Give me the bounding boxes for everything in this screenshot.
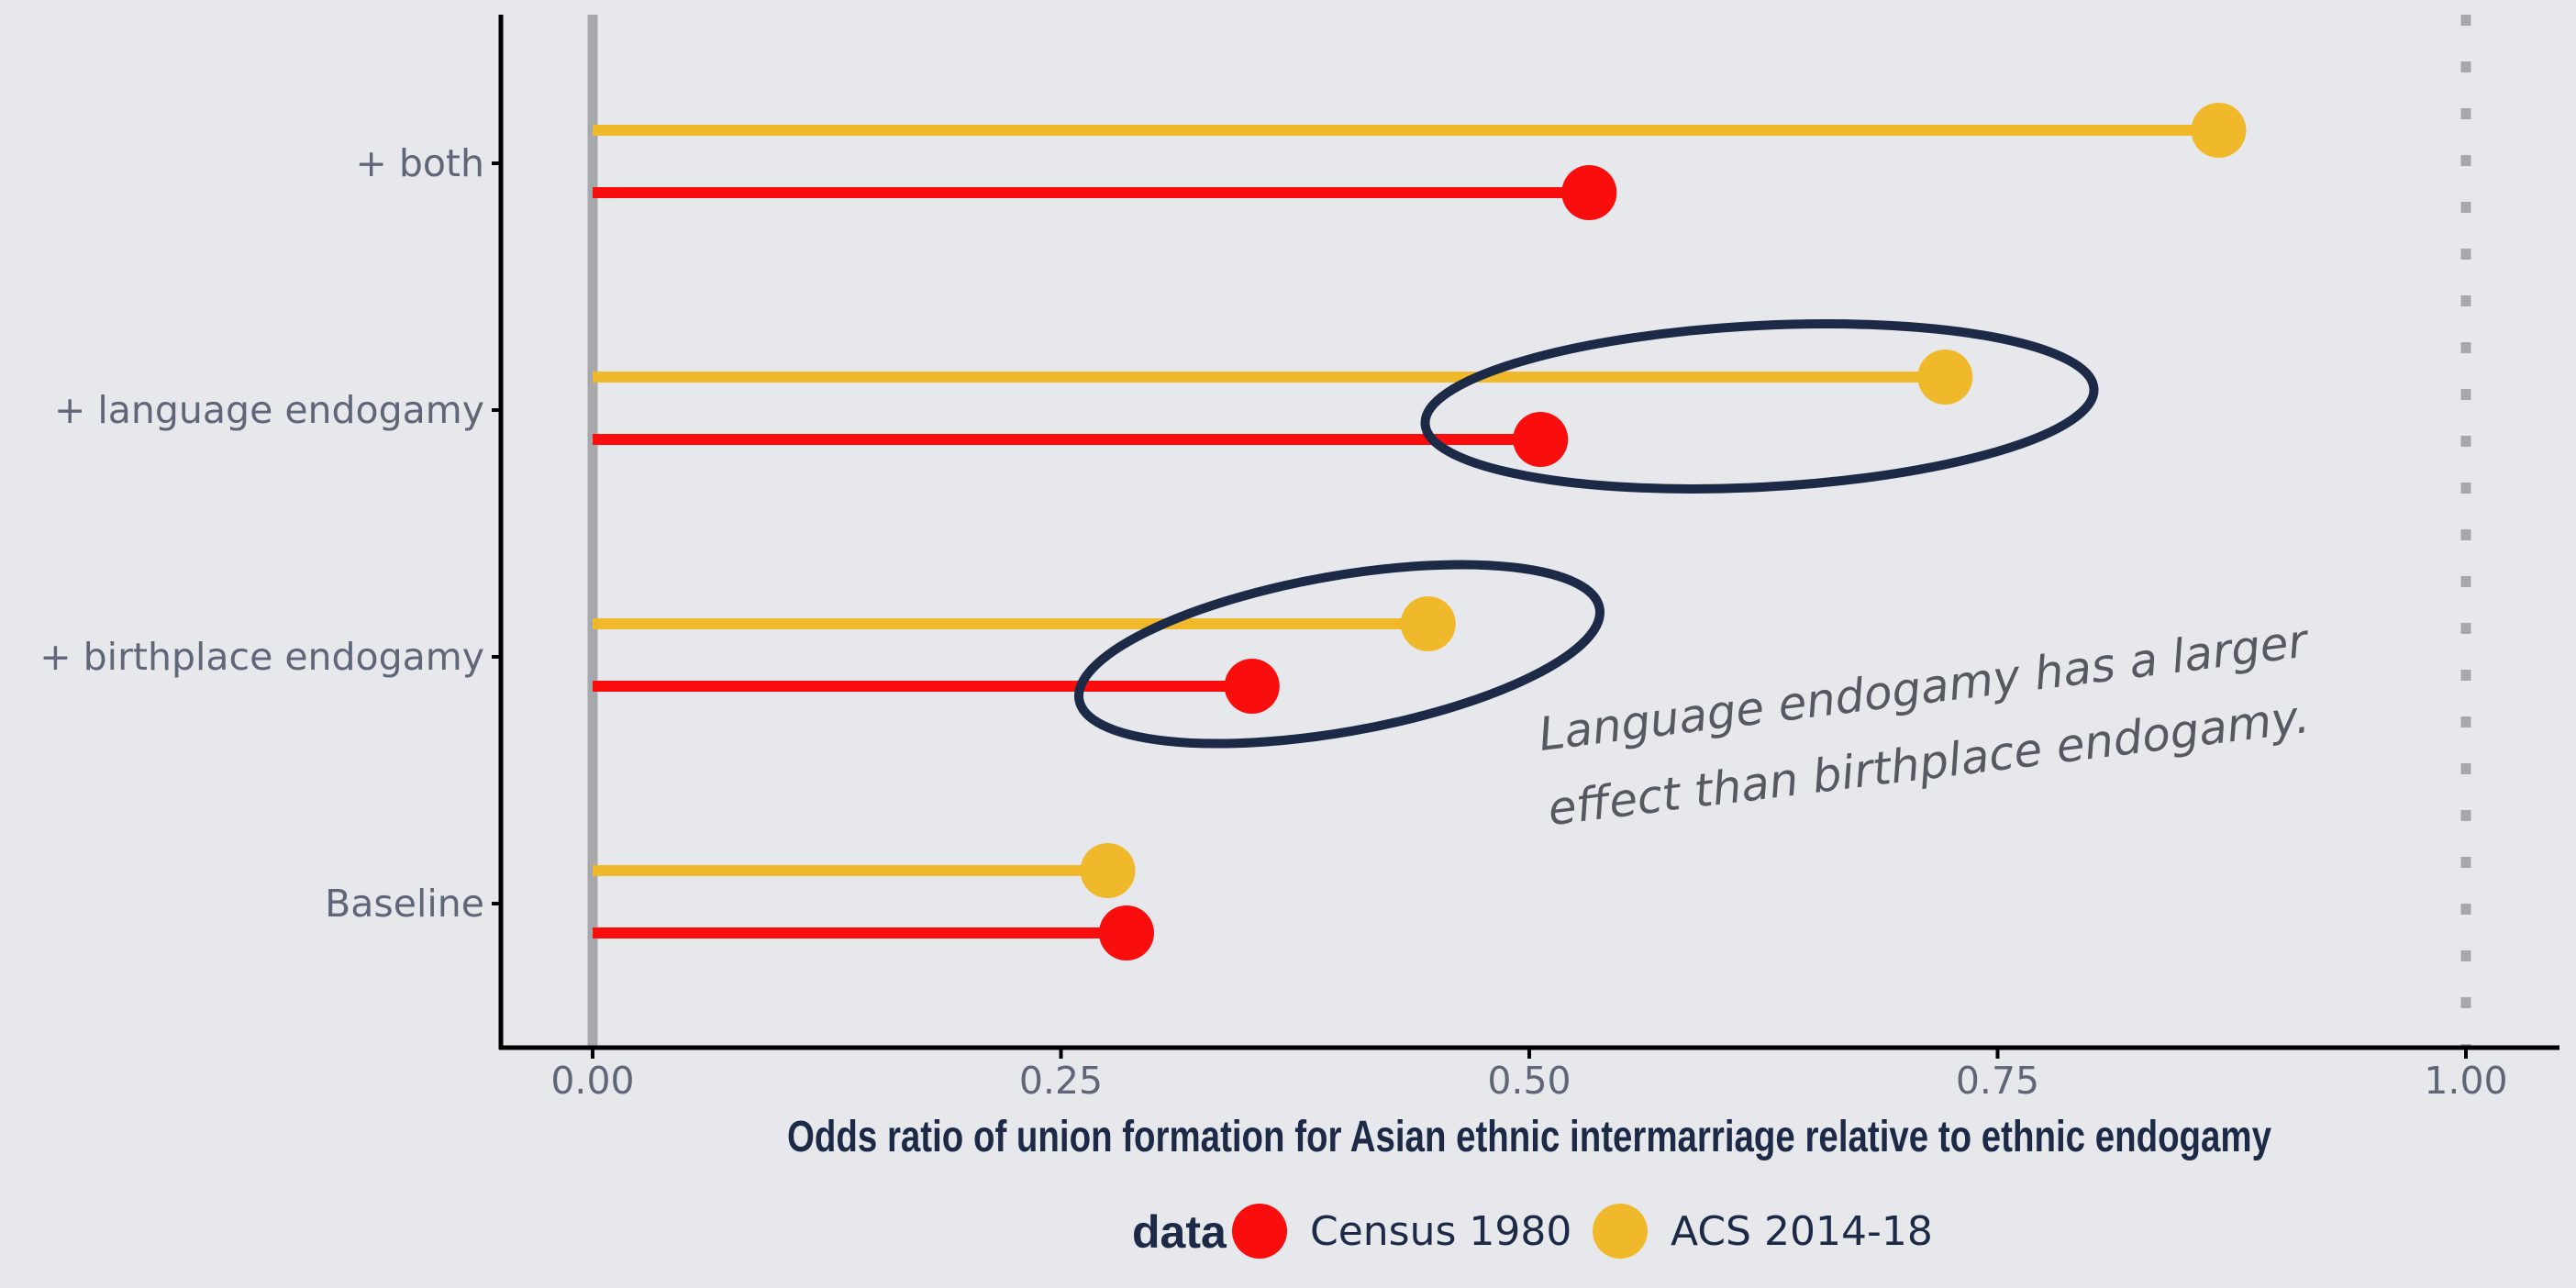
- axes: + both + language endogamy + birthplace en…: [39, 15, 2559, 1161]
- point-acs-2014-18-birthplace-endogamy: [1400, 596, 1456, 651]
- x-tick-label: 0.00: [550, 1059, 634, 1103]
- legend-key-acs-2014-18: [1593, 1204, 1648, 1259]
- legend: data Census 1980 ACS 2014-18: [1132, 1204, 1933, 1259]
- legend-label-census-1980: Census 1980: [1310, 1208, 1571, 1255]
- point-acs-2014-18-language-endogamy: [1917, 350, 1973, 405]
- y-tick-label-baseline: Baseline: [325, 882, 484, 926]
- x-tick-label: 1.00: [2424, 1059, 2507, 1103]
- legend-key-census-1980: [1232, 1204, 1287, 1259]
- point-census-1980-baseline: [1098, 905, 1154, 960]
- point-census-1980-language-endogamy: [1513, 412, 1569, 467]
- highlight-ellipse-language-endogamy: [1420, 319, 2099, 494]
- y-tick-label-language-endogamy: + language endogamy: [54, 388, 484, 432]
- y-tick-label-birthplace-endogamy: + birthplace endogamy: [39, 635, 484, 679]
- x-tick-label: 0.75: [1956, 1059, 2039, 1103]
- legend-label-acs-2014-18: ACS 2014-18: [1671, 1208, 1933, 1255]
- x-axis-title: Odds ratio of union formation for Asian …: [787, 1113, 2271, 1161]
- x-tick-label: 0.25: [1019, 1059, 1103, 1103]
- legend-title: data: [1132, 1206, 1227, 1258]
- y-tick-label-both: + both: [355, 141, 484, 185]
- point-acs-2014-18-both: [2191, 103, 2247, 158]
- data-marks: [593, 103, 2247, 960]
- highlight-ellipse-birthplace-endogamy: [1073, 560, 1605, 749]
- point-census-1980-birthplace-endogamy: [1224, 659, 1280, 714]
- point-acs-2014-18-baseline: [1080, 843, 1136, 898]
- point-census-1980-both: [1561, 165, 1617, 220]
- x-tick-label: 0.50: [1487, 1059, 1571, 1103]
